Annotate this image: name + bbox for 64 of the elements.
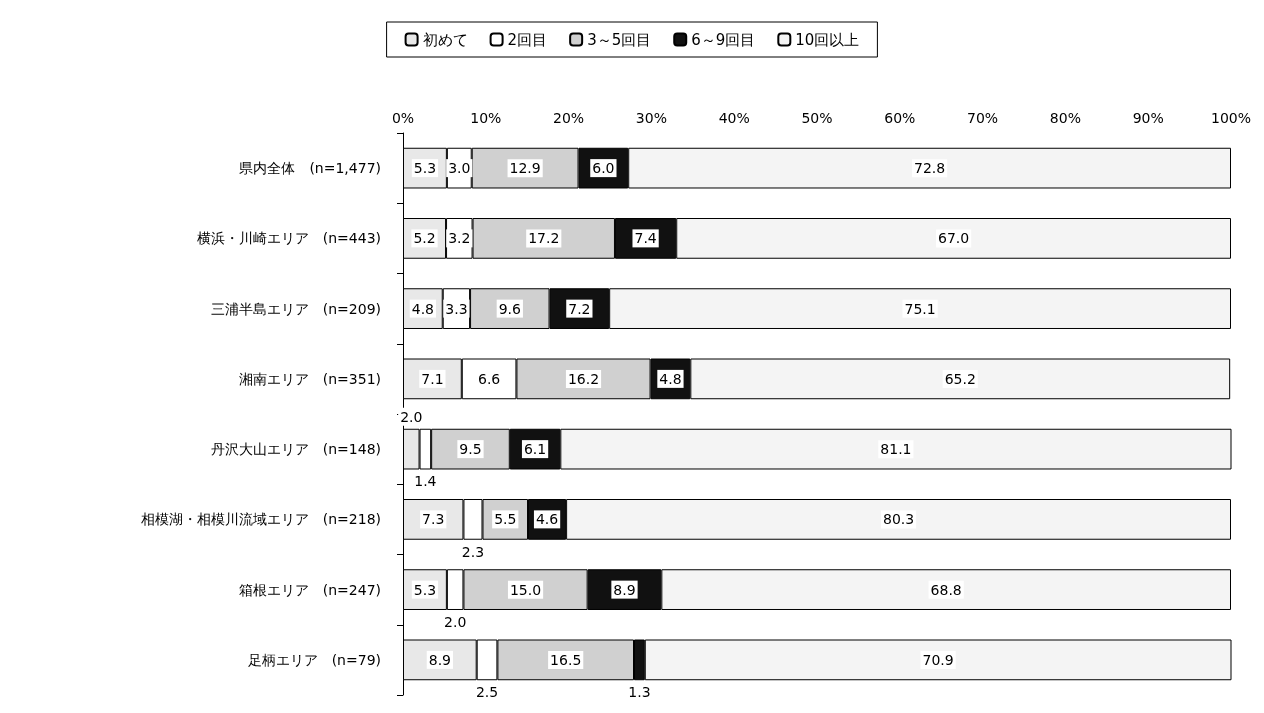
y-tick-label: 横浜・川崎エリア (n=443) (196, 230, 381, 247)
data-label: 75.1 (904, 300, 936, 317)
x-tick-label: 30% (635, 110, 667, 126)
y-tick-label: 三浦半島エリア (n=209) (210, 300, 381, 317)
x-tick-label: 20% (553, 110, 585, 126)
data-label: 70.9 (922, 651, 954, 668)
legend-label: 2回目 (507, 30, 548, 49)
x-tick-label: 100% (1210, 110, 1252, 126)
data-label: 8.9 (613, 581, 636, 598)
x-tick-label: 90% (1132, 110, 1164, 126)
x-tick-label: 40% (718, 110, 750, 126)
data-label: 5.3 (413, 160, 437, 177)
data-label: 3.3 (445, 300, 468, 317)
x-tick-label: 70% (967, 110, 999, 126)
data-label: 80.3 (882, 511, 915, 528)
legend-label: 3～5回目 (587, 30, 652, 49)
data-label: 16.2 (567, 370, 600, 387)
data-label: 6.1 (523, 441, 547, 458)
data-label: 2.3 (461, 543, 485, 560)
x-tick-label: 10% (470, 110, 502, 126)
data-label: 16.5 (550, 651, 582, 668)
y-tick-label: 箱根エリア (n=247) (238, 581, 381, 598)
data-label: 65.2 (944, 370, 976, 387)
data-label: 7.3 (422, 511, 445, 528)
data-label: 3.0 (448, 160, 471, 177)
data-label: 4.6 (535, 511, 559, 528)
data-label: 8.9 (428, 651, 451, 668)
data-label: 7.1 (421, 370, 444, 387)
x-tick-label: 60% (884, 110, 916, 126)
y-tick-label: 県内全体 (n=1,477) (239, 160, 381, 177)
data-label: 4.8 (411, 300, 434, 317)
data-label: 9.5 (459, 441, 482, 458)
data-label: 12.9 (509, 160, 541, 177)
x-tick-label: 80% (1049, 110, 1081, 126)
data-label: 7.4 (634, 230, 657, 247)
legend-label: 初めて (422, 30, 468, 49)
data-label: 4.8 (659, 370, 682, 387)
data-label: 5.2 (413, 230, 436, 247)
data-label: 72.8 (914, 160, 946, 177)
data-label: 68.8 (930, 581, 962, 598)
data-label: 1.4 (414, 473, 437, 490)
data-label: 5.3 (413, 581, 437, 598)
data-label: 6.6 (477, 370, 501, 387)
data-label: 1.3 (628, 684, 651, 701)
data-label: 81.1 (880, 441, 912, 458)
y-tick-label: 丹沢大山エリア (n=148) (210, 441, 381, 458)
y-tick-label: 相模湖・相模川流域エリア (n=218) (140, 511, 381, 528)
data-label: 2.0 (444, 614, 467, 630)
data-label: 7.2 (568, 300, 591, 317)
data-label: 15.0 (509, 581, 542, 598)
data-label: 3.2 (448, 230, 471, 247)
data-label: 2.0 (400, 408, 423, 425)
data-label: 67.0 (938, 230, 970, 247)
y-tick-label: 湘南エリア (n=351) (238, 370, 381, 387)
data-label: 17.2 (528, 230, 560, 247)
data-label: 2.5 (475, 684, 499, 701)
x-tick-label: 0% (391, 110, 415, 126)
y-tick-label: 足柄エリア (n=79) (247, 651, 381, 668)
x-tick-label: 50% (801, 110, 833, 126)
data-label: 9.6 (498, 300, 522, 317)
legend-label: 10回以上 (795, 30, 860, 49)
data-label: 6.0 (592, 160, 615, 177)
legend-label: 6～9回目 (691, 30, 756, 49)
data-label: 5.5 (494, 511, 517, 528)
